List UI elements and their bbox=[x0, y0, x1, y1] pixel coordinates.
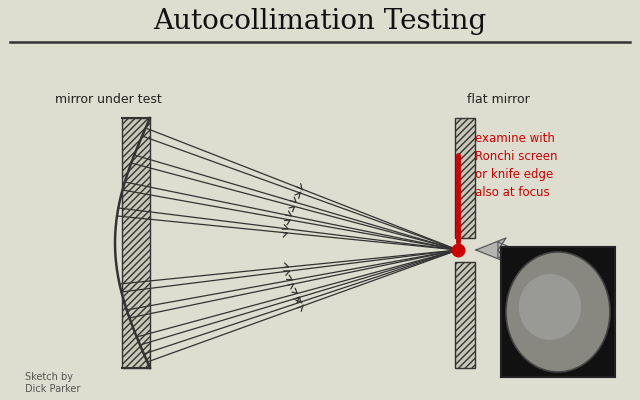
Ellipse shape bbox=[519, 274, 581, 340]
Text: examine with
Ronchi screen
or knife edge
also at focus: examine with Ronchi screen or knife edge… bbox=[475, 132, 557, 199]
Text: mirror under test: mirror under test bbox=[55, 94, 162, 106]
Bar bbox=[455, 262, 475, 368]
Text: flat mirror: flat mirror bbox=[467, 94, 530, 106]
Polygon shape bbox=[122, 118, 150, 368]
Bar bbox=[455, 118, 475, 238]
Bar bbox=[501, 247, 615, 377]
Text: Autocollimation Testing: Autocollimation Testing bbox=[154, 8, 486, 36]
Ellipse shape bbox=[506, 252, 610, 372]
Text: Sketch by
Dick Parker: Sketch by Dick Parker bbox=[25, 372, 81, 394]
Polygon shape bbox=[498, 242, 516, 258]
Polygon shape bbox=[476, 238, 506, 262]
